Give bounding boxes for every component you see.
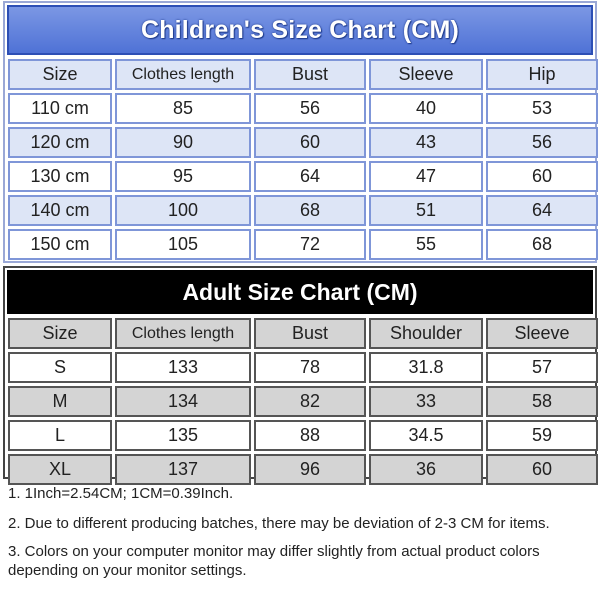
table-row: 120 cm 90 60 43 56 bbox=[8, 127, 598, 158]
table-cell: S bbox=[8, 352, 112, 383]
adult-size-chart: Adult Size Chart (CM) Size Clothes lengt… bbox=[3, 266, 598, 485]
table-row: XL 137 96 36 60 bbox=[8, 454, 598, 485]
size-notes: 1. 1Inch=2.54CM; 1CM=0.39Inch. 2. Due to… bbox=[8, 482, 594, 580]
table-cell: 43 bbox=[369, 127, 483, 158]
table-cell: 31.8 bbox=[369, 352, 483, 383]
table-cell: 60 bbox=[486, 161, 598, 192]
table-cell: 68 bbox=[486, 229, 598, 260]
table-cell: 135 bbox=[115, 420, 251, 451]
table-cell: 134 bbox=[115, 386, 251, 417]
header-size: Size bbox=[8, 59, 112, 90]
table-row: 140 cm 100 68 51 64 bbox=[8, 195, 598, 226]
table-cell: 140 cm bbox=[8, 195, 112, 226]
table-cell: 100 bbox=[115, 195, 251, 226]
table-cell: 55 bbox=[369, 229, 483, 260]
table-cell: 82 bbox=[254, 386, 366, 417]
table-cell: 105 bbox=[115, 229, 251, 260]
note-deviation: 2. Due to different producing batches, t… bbox=[8, 515, 550, 532]
header-sleeve: Sleeve bbox=[369, 59, 483, 90]
table-cell: 110 cm bbox=[8, 93, 112, 124]
table-cell: 60 bbox=[486, 454, 598, 485]
children-size-chart: Children's Size Chart (CM) Size Clothes … bbox=[3, 1, 600, 263]
adult-chart-title: Adult Size Chart (CM) bbox=[7, 270, 593, 314]
table-cell: 133 bbox=[115, 352, 251, 383]
note-conversion: 1. 1Inch=2.54CM; 1CM=0.39Inch. bbox=[8, 485, 234, 502]
table-cell: 150 cm bbox=[8, 229, 112, 260]
table-cell: 34.5 bbox=[369, 420, 483, 451]
table-cell: 56 bbox=[254, 93, 366, 124]
table-cell: M bbox=[8, 386, 112, 417]
table-header-row: Size Clothes length Bust Shoulder Sleeve bbox=[8, 318, 598, 349]
header-clothes-length: Clothes length bbox=[115, 59, 251, 90]
table-cell: 68 bbox=[254, 195, 366, 226]
table-cell: 72 bbox=[254, 229, 366, 260]
table-cell: 137 bbox=[115, 454, 251, 485]
table-cell: 95 bbox=[115, 161, 251, 192]
table-cell: 51 bbox=[369, 195, 483, 226]
table-cell: XL bbox=[8, 454, 112, 485]
table-row: S 133 78 31.8 57 bbox=[8, 352, 598, 383]
table-header-row: Size Clothes length Bust Sleeve Hip bbox=[8, 59, 598, 90]
header-sleeve: Sleeve bbox=[486, 318, 598, 349]
table-cell: 60 bbox=[254, 127, 366, 158]
table-cell: 36 bbox=[369, 454, 483, 485]
table-cell: 64 bbox=[254, 161, 366, 192]
table-cell: L bbox=[8, 420, 112, 451]
table-cell: 88 bbox=[254, 420, 366, 451]
table-row: M 134 82 33 58 bbox=[8, 386, 598, 417]
table-cell: 47 bbox=[369, 161, 483, 192]
header-size: Size bbox=[8, 318, 112, 349]
note-colors: 3. Colors on your computer monitor may d… bbox=[8, 543, 540, 579]
table-cell: 58 bbox=[486, 386, 598, 417]
table-cell: 56 bbox=[486, 127, 598, 158]
table-cell: 53 bbox=[486, 93, 598, 124]
header-bust: Bust bbox=[254, 59, 366, 90]
children-size-table: Size Clothes length Bust Sleeve Hip 110 … bbox=[5, 56, 600, 263]
table-cell: 57 bbox=[486, 352, 598, 383]
table-cell: 90 bbox=[115, 127, 251, 158]
table-cell: 40 bbox=[369, 93, 483, 124]
table-row: 130 cm 95 64 47 60 bbox=[8, 161, 598, 192]
table-cell: 33 bbox=[369, 386, 483, 417]
table-row: L 135 88 34.5 59 bbox=[8, 420, 598, 451]
table-cell: 78 bbox=[254, 352, 366, 383]
header-shoulder: Shoulder bbox=[369, 318, 483, 349]
table-row: 110 cm 85 56 40 53 bbox=[8, 93, 598, 124]
children-chart-title: Children's Size Chart (CM) bbox=[7, 5, 593, 55]
table-cell: 96 bbox=[254, 454, 366, 485]
table-cell: 59 bbox=[486, 420, 598, 451]
table-cell: 64 bbox=[486, 195, 598, 226]
header-bust: Bust bbox=[254, 318, 366, 349]
table-cell: 130 cm bbox=[8, 161, 112, 192]
header-clothes-length: Clothes length bbox=[115, 318, 251, 349]
table-cell: 85 bbox=[115, 93, 251, 124]
table-row: 150 cm 105 72 55 68 bbox=[8, 229, 598, 260]
header-hip: Hip bbox=[486, 59, 598, 90]
adult-size-table: Size Clothes length Bust Shoulder Sleeve… bbox=[5, 315, 600, 488]
table-cell: 120 cm bbox=[8, 127, 112, 158]
